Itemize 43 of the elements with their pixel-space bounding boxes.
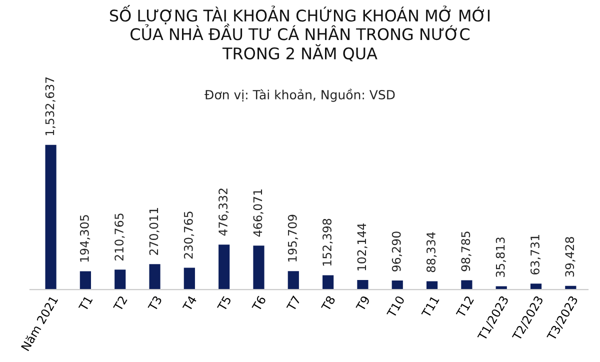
- x-tick-label: T10: [386, 295, 405, 318]
- bar: [114, 270, 126, 290]
- bar: [392, 280, 403, 290]
- data-label: 63,731: [530, 235, 541, 274]
- x-tick-label: T11: [421, 296, 440, 318]
- bar: [80, 271, 91, 290]
- data-label: 88,334: [426, 232, 437, 272]
- x-tick-label: T3: [148, 295, 162, 312]
- x-tick-label: T7: [286, 296, 301, 312]
- x-tick-label: T12: [456, 296, 474, 318]
- data-label: 152,398: [322, 218, 333, 266]
- bar: [530, 284, 542, 290]
- x-tick-label: T6: [252, 295, 266, 312]
- data-label: 39,428: [565, 237, 576, 277]
- data-label: 96,290: [392, 232, 402, 272]
- data-label: 210,765: [114, 214, 125, 260]
- data-label: 270,011: [149, 208, 160, 255]
- x-tick-label: T9: [356, 295, 370, 312]
- x-tick-label: T2: [112, 296, 128, 312]
- data-label: 1,532,637: [45, 77, 56, 136]
- bar: [45, 144, 56, 290]
- x-tick-label: T1: [78, 296, 93, 312]
- bar: [253, 246, 264, 290]
- bar: [288, 271, 299, 290]
- bar: [461, 280, 472, 290]
- data-label: 35,813: [496, 238, 506, 277]
- data-label: 98,785: [461, 232, 472, 272]
- data-label: 466,071: [253, 190, 264, 237]
- bar: [149, 264, 160, 290]
- x-tick-label: T4: [182, 295, 197, 312]
- chart-subtitle: Đơn vị: Tài khoản, Nguồn: VSD: [204, 88, 395, 102]
- data-label: 230,765: [184, 212, 194, 259]
- x-tick-label: T5: [217, 296, 232, 312]
- x-tick-label: T8: [320, 295, 336, 312]
- bar: [184, 268, 195, 290]
- data-label: 476,332: [218, 188, 229, 236]
- bar: [357, 280, 368, 290]
- data-label: 195,709: [288, 214, 298, 262]
- bar: [218, 244, 230, 290]
- data-label: 102,144: [357, 223, 368, 270]
- chart-title: SỐ LƯỢNG TÀI KHOẢN CHỨNG KHOÁN MỞ MỚI CỦA NHÀ ĐẦU TƯ CÁ NHÂN TRONG NƯỚC TRONG 2 NĂM QUA: [110, 5, 490, 62]
- bar: [322, 275, 334, 290]
- data-label: 194,305: [80, 215, 90, 262]
